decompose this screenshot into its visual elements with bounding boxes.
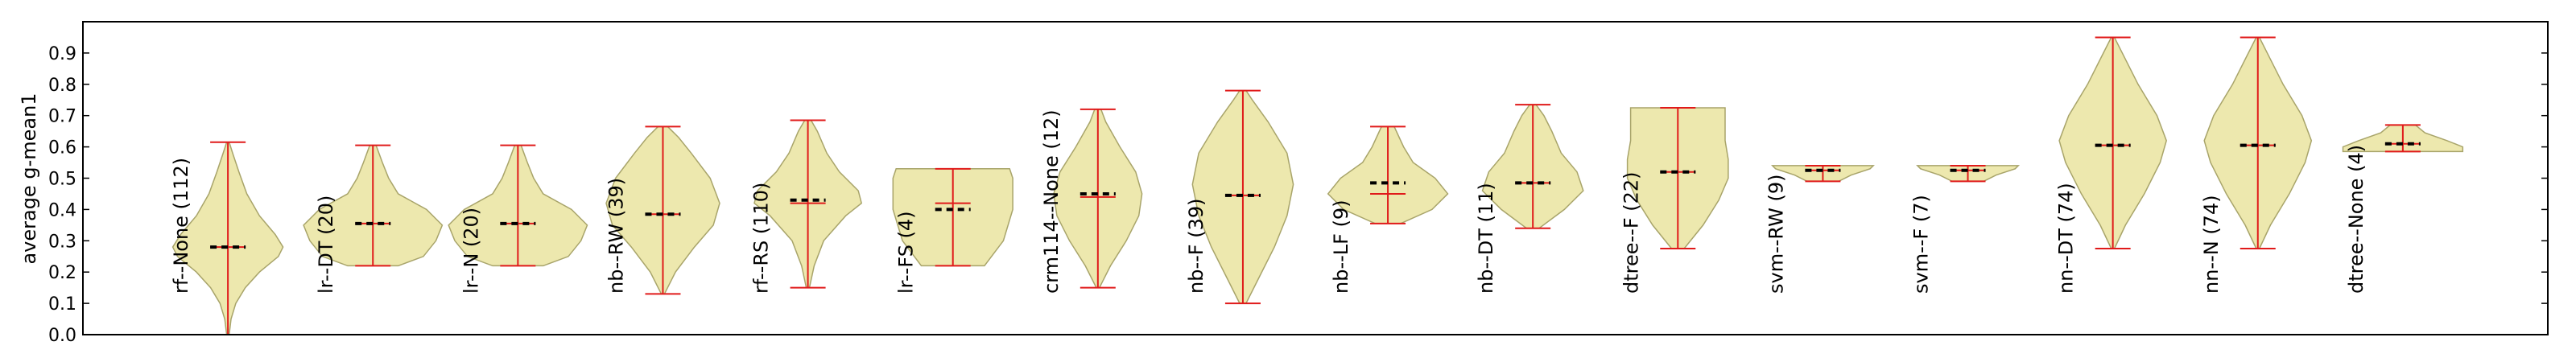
category-label: lr--FS (4): [895, 211, 918, 294]
y-tick-label: 0.7: [48, 107, 76, 127]
category-label: svm--F (7): [1910, 195, 1933, 294]
category-labels: rf--None (112) lr--DT (20) lr--N (20) nb--R…: [170, 109, 2368, 294]
category-label: lr--N (20): [460, 208, 482, 294]
violin-6: [1053, 108, 1143, 289]
violin-11: [1770, 164, 1875, 183]
category-label: nb--F (39): [1185, 199, 1208, 294]
y-axis-label: average g-mean1: [18, 93, 40, 264]
violin-2: [448, 144, 588, 267]
violin-0: [171, 141, 284, 335]
category-label: nb--DT (11): [1475, 183, 1497, 294]
violin-7: [1191, 89, 1294, 305]
violin-15: [2342, 124, 2464, 153]
y-tick-label: 0.2: [48, 263, 76, 283]
y-tick-label: 0.1: [48, 294, 76, 315]
category-label: lr--DT (20): [315, 195, 337, 294]
violin-4: [753, 119, 863, 289]
violin-14: [2203, 36, 2313, 250]
category-label: rf--RS (110): [750, 183, 773, 294]
violin-1: [303, 144, 444, 267]
violin-9: [1481, 104, 1584, 229]
violin-12: [1916, 164, 2021, 183]
violin-3: [605, 125, 720, 295]
category-label: nn--DT (74): [2055, 183, 2078, 294]
category-label: dtree--F (22): [1620, 171, 1642, 294]
category-label: nb--RW (39): [605, 178, 628, 294]
y-tick-label: 0.8: [48, 76, 76, 96]
y-tick-label: 0.4: [48, 200, 76, 220]
violin-10: [1626, 106, 1729, 250]
violins-layer: [171, 36, 2464, 335]
y-tick-label: 0.6: [48, 138, 76, 158]
y-tick-label: 0.3: [48, 232, 76, 252]
y-tick-label: 0.0: [48, 326, 76, 346]
violin-13: [2058, 36, 2167, 250]
y-axis: 0.0 0.1 0.2 0.3 0.4 0.5 0.6 0.7 0.8 0.9: [48, 44, 2548, 346]
violin-8: [1327, 125, 1449, 224]
category-label: rf--None (112): [170, 158, 192, 294]
plot-frame: [82, 21, 2549, 335]
y-tick-label: 0.5: [48, 170, 76, 190]
category-label: crm114--None (12): [1040, 109, 1063, 294]
category-label: dtree--None (4): [2345, 145, 2368, 294]
category-label: nb--LF (9): [1330, 200, 1352, 294]
y-tick-label: 0.9: [48, 44, 76, 64]
category-label: nn--N (74): [2200, 195, 2223, 294]
category-label: svm--RW (9): [1765, 175, 1787, 294]
violin-5: [892, 167, 1013, 267]
